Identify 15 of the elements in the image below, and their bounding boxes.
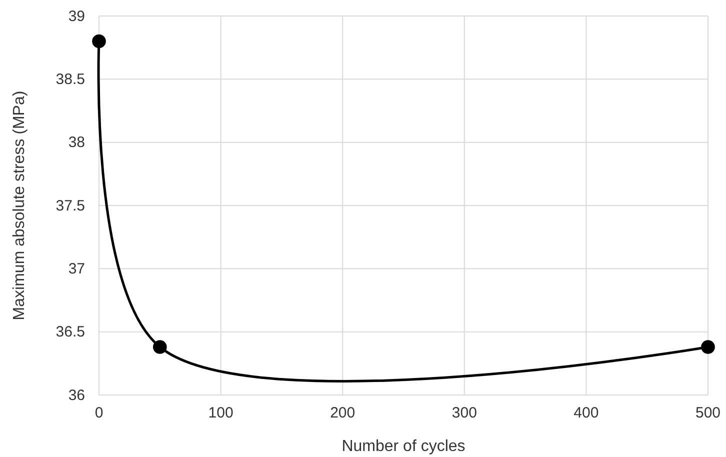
y-tick-label: 38.5 bbox=[56, 70, 85, 88]
x-tick-label: 0 bbox=[94, 404, 104, 422]
y-tick-label: 37.5 bbox=[56, 197, 85, 214]
x-tick-label: 300 bbox=[452, 404, 477, 422]
x-tick-label: 400 bbox=[574, 404, 599, 422]
y-axis-title: Maximum absolute stress (MPa) bbox=[11, 90, 28, 320]
y-tick-label: 37 bbox=[68, 260, 85, 278]
x-axis-title: Number of cycles bbox=[342, 438, 466, 455]
y-tick-label: 36 bbox=[68, 386, 85, 404]
x-tick-label: 100 bbox=[208, 404, 234, 422]
x-tick-label: 500 bbox=[695, 404, 721, 422]
y-tick-label: 39 bbox=[68, 8, 85, 25]
y-tick-label: 38 bbox=[68, 134, 85, 152]
y-tick-label: 36.5 bbox=[56, 324, 85, 341]
x-tick-label: 200 bbox=[330, 404, 356, 422]
